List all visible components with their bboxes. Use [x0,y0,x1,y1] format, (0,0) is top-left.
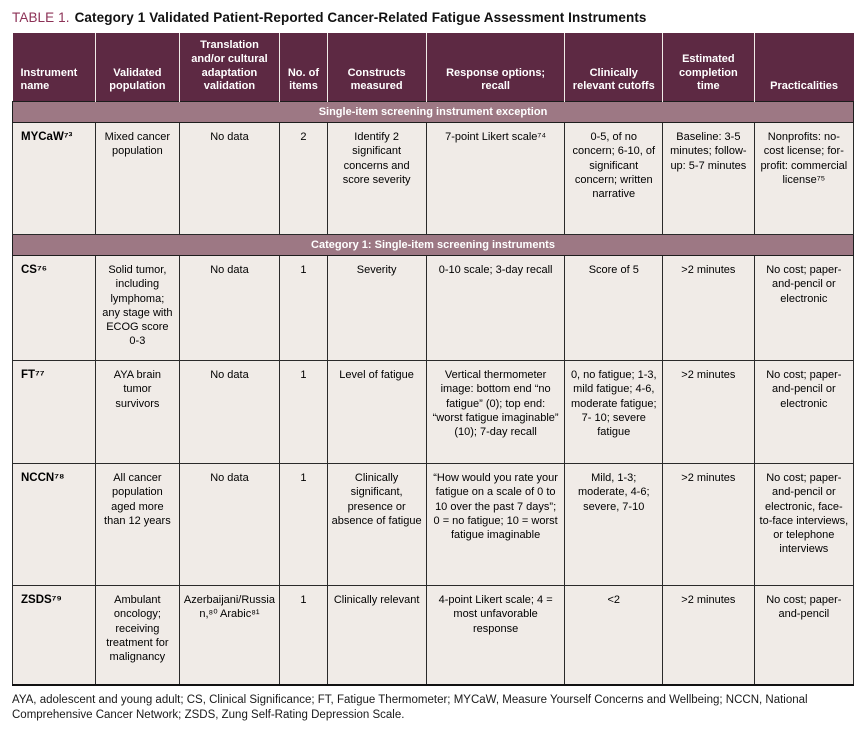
table-cell: No cost; paper-and-pencil or electronic,… [753,463,855,586]
table-cell: Mixed cancer population [95,122,180,235]
instrument-name-cell: ZSDS⁷⁹ [11,585,97,686]
table-cell: No cost; paper-and-pencil [753,585,855,686]
table-row: FT⁷⁷ AYA brain tumor survivors No data 1 Lev… [11,360,855,464]
table-row: CS⁷⁶ Solid tumor, including lymphoma; any… [11,255,855,361]
footnote: AYA, adolescent and young adult; CS, Cli… [12,693,808,722]
table-title-text: Category 1 Validated Patient-Reported Ca… [74,10,647,25]
table-cell: >2 minutes [662,463,755,586]
table-row: MYCaW⁷³ Mixed cancer population No data 2 Id… [11,122,855,235]
instrument-name-cell: NCCN⁷⁸ [11,463,97,586]
table-row: ZSDS⁷⁹ Ambulant oncology; receiving treat… [11,585,855,686]
table-cell: 0-5, of no concern; 6-10, of significant… [564,122,664,235]
col-header-no-of-items: No. of items [279,33,327,102]
table-cell: No data [178,255,281,361]
instruments-table: Instrument name Validated population Tra… [11,33,855,686]
table-cell: >2 minutes [662,255,755,361]
table-cell: Azerbaijani/Russian,⁸⁰ Arabic⁸¹ [178,585,281,686]
table-cell: AYA brain tumor survivors [95,360,180,464]
table-row: NCCN⁷⁸ All cancer population aged more th… [11,463,855,586]
table-cell: 1 [279,463,328,586]
table-cell: Identify 2 significant concerns and scor… [326,122,427,235]
table-cell: >2 minutes [662,585,755,686]
section-band: Single-item screening instrument excepti… [12,101,854,123]
table-cell: 4-point Likert scale; 4 = most unfavorab… [425,585,566,686]
col-header-practicalities: Practicalities [753,33,854,102]
table-cell: 1 [279,255,328,361]
col-header-validated-population: Validated population [95,33,179,102]
table-cell: All cancer population aged more than 12 … [95,463,180,586]
instrument-name-cell: CS⁷⁶ [11,255,97,361]
instrument-name-cell: FT⁷⁷ [11,360,97,464]
col-header-completion-time: Estimated completion time [662,33,755,102]
table-cell: Solid tumor, including lymphoma; any sta… [95,255,180,361]
section-band-row: Single-item screening instrument excepti… [12,101,854,123]
col-header-instrument-name: Instrument name [12,33,96,102]
table-title: TABLE 1. Category 1 Validated Patient-Rep… [12,10,854,25]
table-cell: Score of 5 [564,255,664,361]
col-header-constructs-measured: Constructs measured [326,33,427,102]
table-cell: Vertical thermometer image: bottom end “… [425,360,566,464]
table-cell: Mild, 1-3; moderate, 4-6; severe, 7-10 [564,463,664,586]
table-cell: 1 [279,360,328,464]
table-cell: 2 [279,122,328,235]
table-cell: Clinically significant, presence or abse… [326,463,427,586]
instrument-name-cell: MYCaW⁷³ [11,122,97,235]
table-cell: No cost; paper-and-pencil or electronic [753,255,855,361]
col-header-translation-validation: Translation and/or cultural adaptation v… [178,33,280,102]
table-cell: Clinically relevant [326,585,427,686]
table-cell: No data [178,360,281,464]
section-band-row: Category 1: Single-item screening instru… [12,234,854,256]
table-cell: Severity [326,255,427,361]
header-row: Instrument name Validated population Tra… [12,33,854,102]
col-header-response-options: Response options; recall [425,33,565,102]
table-cell: No cost; paper-and-pencil or electronic [753,360,855,464]
section-band: Category 1: Single-item screening instru… [12,234,854,256]
table-cell: 0, no fatigue; 1-3, mild fatigue; 4-6, m… [564,360,664,464]
table-cell: <2 [564,585,664,686]
table-cell: Baseline: 3-5 minutes; follow-up: 5-7 mi… [662,122,755,235]
col-header-clinical-cutoffs: Clinically relevant cutoffs [564,33,663,102]
table-cell: 7-point Likert scale⁷⁴ [425,122,566,235]
table-cell: No data [178,463,281,586]
table-title-label: TABLE 1. [12,10,70,25]
table-body: Single-item screening instrument excepti… [11,101,855,686]
table-cell: Nonprofits: no-cost license; for-profit:… [753,122,855,235]
table-cell: No data [178,122,281,235]
table-cell: 1 [279,585,328,686]
table-cell: Level of fatigue [326,360,427,464]
table-cell: 0-10 scale; 3-day recall [425,255,566,361]
table-cell: “How would you rate your fatigue on a sc… [425,463,566,586]
table-cell: >2 minutes [662,360,755,464]
table-cell: Ambulant oncology; receiving treatment f… [95,585,180,686]
